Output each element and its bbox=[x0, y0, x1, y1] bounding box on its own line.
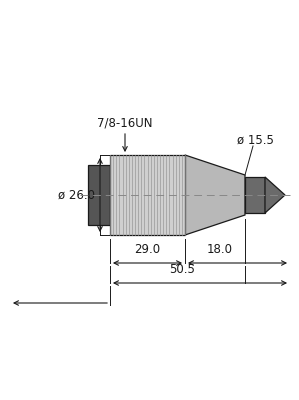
Bar bbox=[110, 155, 185, 235]
Bar bbox=[245, 177, 265, 213]
Text: 7/8-16UN: 7/8-16UN bbox=[97, 116, 153, 130]
Text: 29.0: 29.0 bbox=[135, 243, 161, 256]
Text: ø 15.5: ø 15.5 bbox=[237, 134, 274, 146]
Text: 50.5: 50.5 bbox=[170, 263, 196, 276]
Bar bbox=[88, 165, 110, 225]
Text: 18.0: 18.0 bbox=[207, 243, 233, 256]
Polygon shape bbox=[185, 155, 245, 235]
Text: ø 26.0: ø 26.0 bbox=[58, 188, 95, 202]
Polygon shape bbox=[265, 177, 285, 213]
